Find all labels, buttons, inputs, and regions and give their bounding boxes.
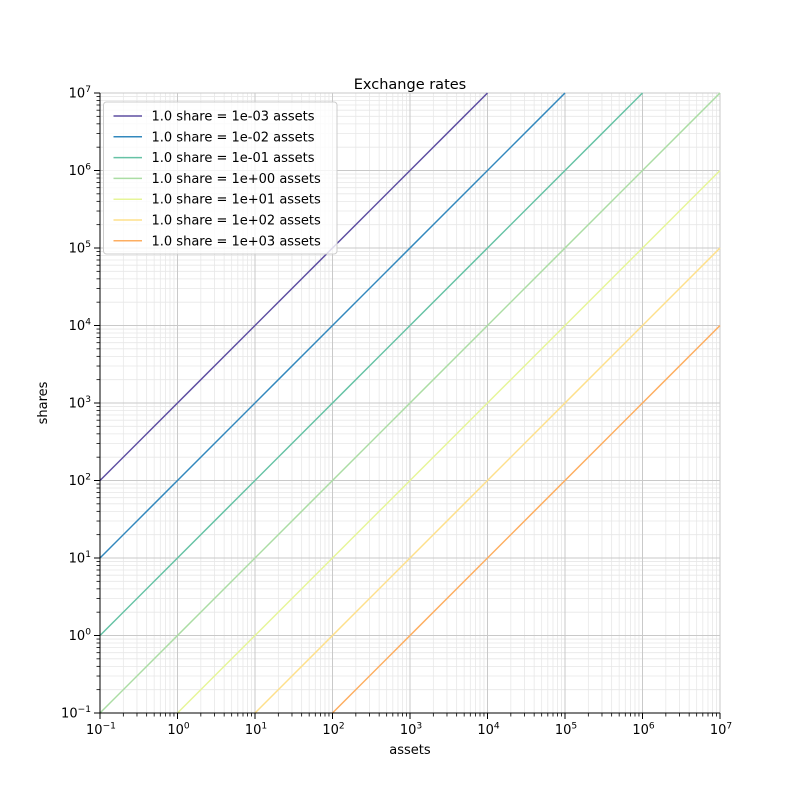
y-axis-label: shares (36, 381, 51, 424)
y-tick-label: 107 (69, 85, 92, 102)
legend-label-4: 1.0 share = 1e+01 assets (152, 193, 321, 208)
y-tick-label: 104 (69, 318, 92, 335)
legend: 1.0 share = 1e-03 assets 1.0 share = 1e-0… (103, 101, 338, 255)
x-tick-label: 10−1 (86, 722, 116, 739)
series-line-6 (331, 324, 721, 714)
chart-title: Exchange rates (354, 77, 466, 93)
series-line-0 (99, 92, 489, 482)
y-tick-label: 102 (69, 473, 91, 490)
series-line-2 (99, 92, 644, 637)
x-tick-label: 100 (167, 722, 190, 739)
y-tick-label: 106 (69, 163, 92, 180)
series-line-5 (254, 247, 721, 714)
legend-label-2: 1.0 share = 1e-01 assets (152, 151, 315, 166)
y-tick-label: 100 (69, 628, 92, 645)
series-line-3 (99, 92, 721, 714)
y-tick-label: 105 (69, 240, 91, 257)
axis-tick-labels: 10−1 100 101 102 103 104 105 106 107 10−1 100 101 10… (61, 85, 732, 738)
y-tick-label: 101 (69, 550, 91, 567)
x-tick-label: 105 (555, 722, 577, 739)
legend-frame (103, 101, 338, 255)
x-tick-label: 102 (322, 722, 344, 739)
x-tick-label: 101 (245, 722, 267, 739)
series-line-4 (176, 169, 721, 714)
x-tick-label: 104 (477, 722, 500, 739)
x-tick-label: 106 (632, 722, 655, 739)
y-tick-label: 103 (69, 395, 92, 412)
legend-label-6: 1.0 share = 1e+03 assets (152, 234, 321, 249)
legend-label-5: 1.0 share = 1e+02 assets (152, 214, 321, 229)
legend-label-0: 1.0 share = 1e-03 assets (152, 110, 315, 125)
y-tick-label: 10−1 (61, 705, 91, 722)
data-lines (99, 92, 721, 714)
legend-label-3: 1.0 share = 1e+00 assets (152, 172, 321, 187)
legend-label-1: 1.0 share = 1e-02 assets (152, 130, 315, 145)
axis-ticks (94, 92, 721, 719)
x-tick-label: 107 (710, 722, 733, 739)
series-line-1 (99, 92, 566, 559)
x-axis-label: assets (389, 743, 431, 758)
x-tick-label: 103 (400, 722, 423, 739)
